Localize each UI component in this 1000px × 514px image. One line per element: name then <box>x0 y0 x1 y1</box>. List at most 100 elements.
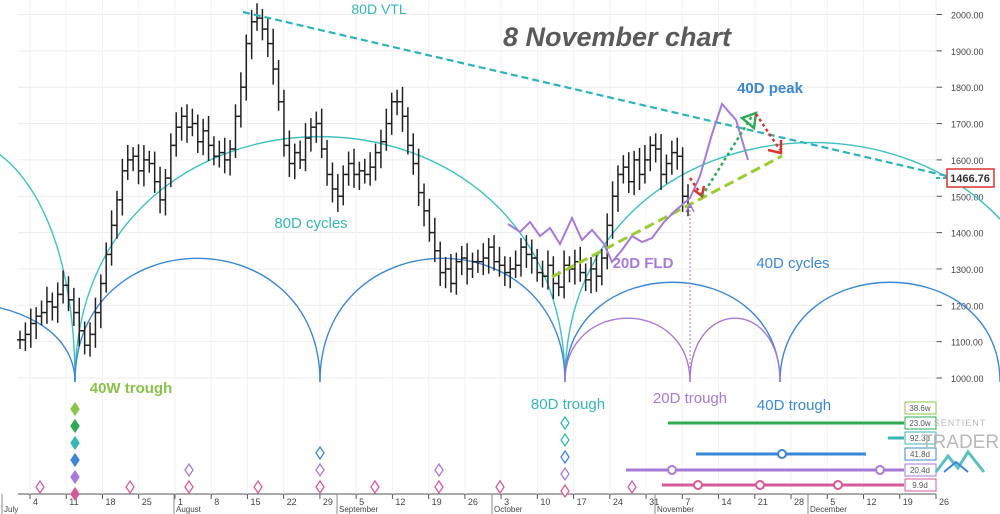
x-tick-label: 4 <box>33 497 38 507</box>
cycle-arc-40d <box>779 281 1000 383</box>
cycle-trough-diamond <box>315 479 325 495</box>
cycle-length-box <box>904 416 937 430</box>
y-tick-label: 1100.00 <box>951 338 983 348</box>
cycle-arc-80d <box>0 153 76 383</box>
x-tick-label: 17 <box>577 497 587 507</box>
price-marker: 1466.76 <box>946 168 995 188</box>
x-tick-label: 22 <box>287 497 297 507</box>
peak-label: 40D peak <box>737 80 804 97</box>
y-tick-label: 1300.00 <box>951 265 984 275</box>
month-label: September <box>339 505 378 514</box>
y-tick-label: 1900.00 <box>951 47 984 57</box>
x-tick-label: 10 <box>540 497 550 507</box>
month-label: December <box>810 505 847 514</box>
x-tick-label: 7 <box>685 497 690 507</box>
cycle-trough-diamond <box>70 435 80 451</box>
cycle-length-label: 23.0w <box>909 419 931 428</box>
cycle-length-box <box>904 401 937 415</box>
chart-title: 8 November chart <box>503 22 732 52</box>
month-label: October <box>494 505 523 514</box>
x-tick-label: 28 <box>794 497 804 507</box>
cycle-trough-diamond <box>560 449 570 465</box>
x-tick-label: 12 <box>867 497 877 507</box>
cycle-trough-diamond <box>184 479 194 495</box>
cycle-legend: 38.6w 23.0w 92.3d 41.8d 20.4d 9.9d <box>626 401 937 492</box>
x-tick-label: 19 <box>903 497 913 507</box>
x-tick-label: 14 <box>722 497 732 507</box>
cycle-arc-80d <box>564 141 1000 383</box>
cycle-trough-diamond <box>125 479 135 495</box>
cycle-length-label: 20.4d <box>910 466 930 475</box>
x-tick-label: 5 <box>830 497 835 507</box>
cycle-length-label: 38.6w <box>909 404 931 413</box>
cycle-arc-40d <box>564 281 781 383</box>
cycle-trough-diamond <box>315 445 325 461</box>
y-tick-label: 2000.00 <box>951 11 984 21</box>
overlays <box>35 10 991 502</box>
y-tick-label: 1200.00 <box>951 301 984 311</box>
x-tick-label: 26 <box>468 497 478 507</box>
cycle-arc-20d <box>564 317 691 383</box>
cycles40-label: 40D cycles <box>756 255 829 272</box>
trough80-label: 80D trough <box>531 396 605 413</box>
projection-up <box>700 115 754 197</box>
y-tick-label: 1000.00 <box>951 374 984 384</box>
trend-line <box>551 154 783 279</box>
trough40-label: 40D trough <box>757 397 831 414</box>
cycle-trough-diamond <box>70 486 80 502</box>
x-tick-label: 18 <box>105 497 115 507</box>
cycle-trough-diamond <box>627 479 637 495</box>
cycle-marker-dot <box>777 449 787 459</box>
month-label: July <box>4 505 18 514</box>
fld-label: 20D FLD <box>613 255 674 272</box>
cycle-trough-diamond <box>315 462 325 478</box>
fld-line <box>507 102 749 264</box>
cycle-trough-diamond <box>253 479 263 495</box>
cycle-length-box <box>904 431 937 445</box>
cycle-trough-diamond <box>70 401 80 417</box>
x-tick-label: 26 <box>939 497 949 507</box>
cycle-marker-dot <box>875 465 885 475</box>
x-tick-label: 12 <box>395 497 405 507</box>
x-tick-label: 3 <box>504 497 509 507</box>
cycle-length-label: 92.3d <box>910 434 930 443</box>
brand-logo: SENTIENT TRADER <box>921 418 999 473</box>
cycle-trough-diamond <box>560 466 570 482</box>
x-tick-label: 21 <box>758 497 768 507</box>
projection-down <box>754 113 782 151</box>
arrow-head-icon <box>739 111 758 131</box>
x-tick-label: 24 <box>613 497 623 507</box>
price-bars <box>17 3 691 357</box>
cycle-arc-80d <box>74 135 566 383</box>
x-tick-label: 29 <box>323 497 333 507</box>
brand-line1: SENTIENT <box>934 418 987 428</box>
arrow-head-icon <box>685 202 695 213</box>
y-tick-label: 1400.00 <box>951 229 984 239</box>
cycle-marker-dot <box>667 465 677 475</box>
vtl-line <box>242 10 991 188</box>
month-label: August <box>176 505 202 514</box>
cycle-trough-diamond <box>370 479 380 495</box>
y-tick-label: 1700.00 <box>951 120 984 130</box>
cycle-trough-diamond <box>560 483 570 499</box>
brand-mark-icon <box>934 449 986 473</box>
cycle-trough-diamond <box>35 479 45 495</box>
cycle-length-box <box>904 447 937 461</box>
x-tick-label: 5 <box>359 497 364 507</box>
cycle-arc-40d <box>319 257 566 383</box>
cycle-arcs <box>0 135 1000 383</box>
cycle-trough-diamond <box>70 469 80 485</box>
y-tick-label: 1800.00 <box>951 83 984 93</box>
y-tick-label: 1600.00 <box>951 156 984 166</box>
cycle-trough-diamond <box>495 479 505 495</box>
cycle-length-box <box>904 478 937 492</box>
month-label: November <box>657 505 694 514</box>
x-tick-label: 15 <box>250 497 260 507</box>
x-tick-label: 31 <box>649 497 659 507</box>
y-tick-label: 1500.00 <box>951 192 984 202</box>
vtl-label: 80D VTL <box>351 1 406 17</box>
price-marker-value: 1466.76 <box>950 173 990 185</box>
x-tick-label: 19 <box>432 497 442 507</box>
